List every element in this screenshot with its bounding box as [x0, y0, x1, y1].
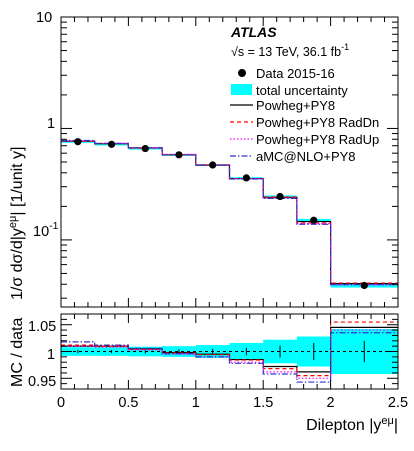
- x-tick-label-0: 0: [57, 395, 65, 411]
- main-data-point-8: [360, 281, 368, 290]
- legend-uncertainty-label: total uncertainty: [256, 83, 348, 98]
- x-axis-title: Dilepton |yeμ|: [306, 415, 398, 434]
- legend-data-label: Data 2015-16: [256, 66, 335, 81]
- legend-amcnlo-label: aMC@NLO+PY8: [256, 149, 356, 164]
- ratio-series-amc-nlo-py8: [61, 332, 398, 383]
- x-axis-title-tail: |: [394, 417, 398, 434]
- legend-raddn-label: Powheg+PY8 RadDn: [256, 115, 379, 130]
- ratio-plot-frame: [60, 313, 399, 390]
- main-plot-frame: [60, 16, 399, 308]
- ratio-y-tick-label-0p95: 0.95: [28, 374, 56, 390]
- main-data-point-6: [276, 192, 284, 201]
- energy-label: √s = 13 TeV, 36.1 fb-1: [231, 42, 349, 59]
- x-tick-label-0p5: 0.5: [118, 395, 138, 411]
- main-y-tick-label-0p1: 10-1: [33, 220, 59, 240]
- ratio-mc-curves: [61, 321, 398, 383]
- main-data-point-0: [74, 138, 82, 146]
- main-data-points: [74, 138, 368, 290]
- main-y-tick-label-1: 1: [47, 116, 55, 132]
- main-y-axis-title: 1/σ dσ/d|yeμ| [1/unit y]: [7, 147, 26, 300]
- ratio-series-powheg-py8-raddn: [61, 321, 398, 377]
- legend-data-marker: [238, 69, 246, 77]
- legend-powheg-label: Powheg+PY8: [256, 98, 335, 113]
- x-axis-title-base: Dilepton |y: [306, 417, 381, 434]
- main-y-tick-label-0p1-base: 10: [33, 224, 49, 240]
- main-data-point-3: [175, 151, 183, 159]
- main-y-axis-title-sup: eμ: [7, 216, 19, 228]
- main-data-point-4: [209, 161, 217, 169]
- x-tick-label-2p5: 2.5: [388, 395, 408, 411]
- x-tick-label-2: 2: [327, 395, 335, 411]
- ratio-axis-ticks: [60, 314, 399, 389]
- main-y-axis-title-tail: | [1/unit y]: [9, 147, 26, 216]
- main-data-point-1: [107, 140, 116, 148]
- x-tick-label-1p5: 1.5: [253, 395, 273, 411]
- main-y-tick-label-10: 10: [36, 10, 52, 26]
- main-data-point-2: [141, 144, 149, 153]
- main-data-point-5: [242, 174, 250, 182]
- ratio-data-errors: [77, 340, 365, 363]
- legend: Data 2015-16 total uncertainty Powheg+PY…: [230, 66, 379, 164]
- experiment-label: ATLAS: [230, 24, 277, 40]
- energy-label-exp: -1: [341, 42, 349, 52]
- energy-label-base: √s = 13 TeV, 36.1 fb: [231, 45, 341, 59]
- ratio-y-axis-title: MC / data: [9, 318, 26, 387]
- main-y-axis-title-base: 1/σ dσ/d|y: [9, 228, 26, 300]
- main-data-point-7: [310, 216, 318, 224]
- ratio-y-tick-label-1p05: 1.05: [28, 319, 56, 335]
- x-axis-title-sup: eμ: [381, 415, 393, 427]
- legend-radup-label: Powheg+PY8 RadUp: [256, 132, 379, 147]
- x-tick-label-1: 1: [192, 395, 200, 411]
- main-y-tick-label-0p1-exp: -1: [49, 220, 58, 232]
- legend-uncertainty-swatch: [231, 84, 252, 95]
- ratio-y-tick-label-1: 1: [47, 347, 55, 363]
